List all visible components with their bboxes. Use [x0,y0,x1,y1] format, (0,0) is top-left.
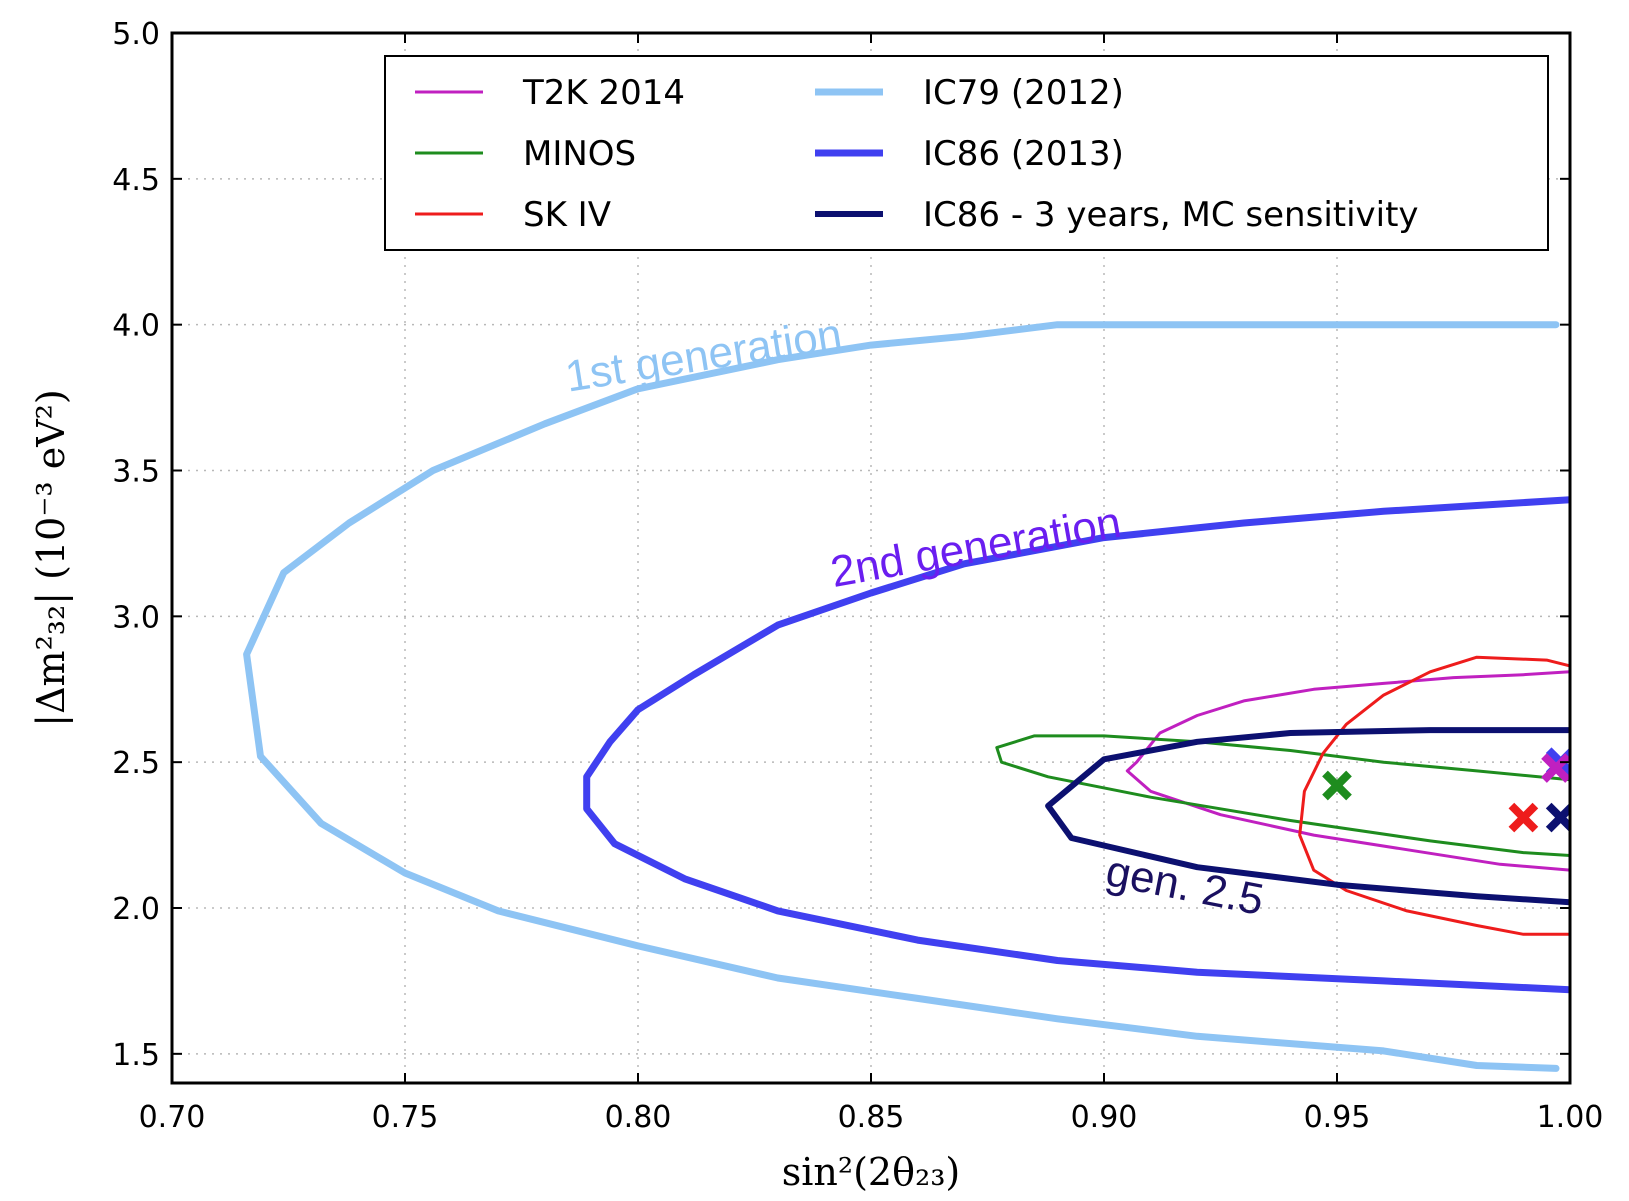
x-tick-label: 0.70 [139,1100,206,1135]
contour-0 [1125,670,1570,872]
contour-2 [1298,655,1570,936]
y-tick-label: 2.0 [112,892,160,927]
ticks: 0.70 0.75 0.80 0.85 0.90 0.95 1.00 1.5 2.0 2.5 3.0… [112,17,1603,1135]
legend-item-3: IC79 (2012) [815,73,1124,113]
y-axis-label: |Δm²₃₂| (10⁻³ eV²) [29,389,73,726]
x-tick-label: 0.85 [838,1100,905,1135]
legend-label: MINOS [523,134,636,174]
y-tick-label: 3.0 [112,600,160,635]
legend-box [384,55,1549,251]
contour-3 [243,321,1560,1072]
y-tick-label: 4.0 [112,309,160,344]
legend-item-1: MINOS [415,134,636,174]
y-tick-label: 1.5 [112,1038,160,1073]
legend-label: IC86 (2013) [923,134,1124,174]
contour-1 [995,734,1570,857]
x-tick-label: 1.00 [1537,1100,1604,1135]
contour-4 [583,496,1570,994]
y-tick-label: 5.0 [112,17,160,52]
contours [243,321,1570,1072]
x-tick-label: 0.90 [1071,1100,1138,1135]
legend-item-4: IC86 (2013) [815,134,1124,174]
legend-label: IC79 (2012) [923,73,1124,113]
x-tick-label: 0.75 [372,1100,439,1135]
x-tick-label: 0.95 [1304,1100,1371,1135]
legend-label: IC86 - 3 years, MC sensitivity [923,195,1419,235]
legend-label: SK IV [523,195,611,235]
y-tick-label: 4.5 [112,163,160,198]
x-tick-label: 0.80 [605,1100,672,1135]
x-axis-label: sin²(2θ₂₃) [782,1150,961,1194]
best-fit-marker-1 [1508,802,1539,833]
y-tick-label: 2.5 [112,746,160,781]
legend-item-2: SK IV [415,195,611,235]
best-fit-marker-0 [1322,770,1352,801]
legend-label: T2K 2014 [522,73,685,113]
legend-item-0: T2K 2014 [415,73,685,113]
legend-item-5: IC86 - 3 years, MC sensitivity [815,195,1419,235]
legend: T2K 2014 MINOS SK IV IC79 (2012) IC86 (2013)… [384,55,1549,251]
contour-5 [1045,727,1570,906]
best-fit-marker-4 [1541,753,1570,783]
y-tick-label: 3.5 [112,455,160,490]
